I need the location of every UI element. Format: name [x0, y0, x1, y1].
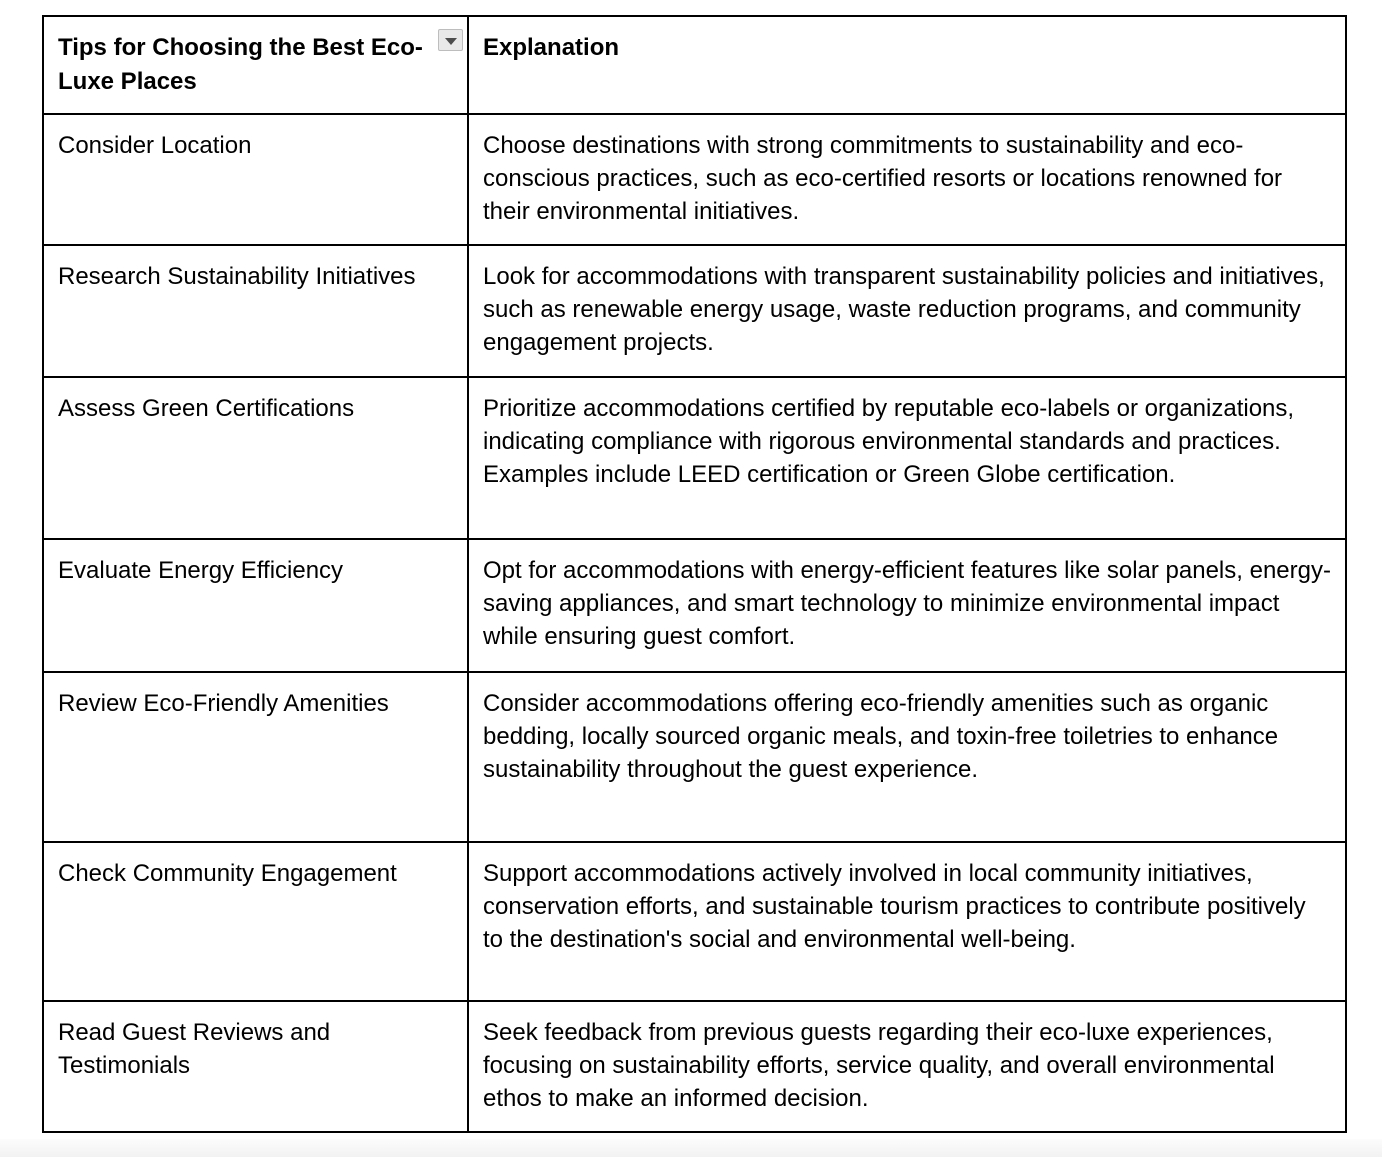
table-row: Evaluate Energy Efficiency Opt for accom…: [42, 538, 1347, 673]
table-row: Consider Location Choose destinations wi…: [42, 113, 1347, 246]
column-filter-dropdown-button[interactable]: [438, 29, 463, 51]
tip-cell: Assess Green Certifications: [42, 376, 469, 540]
explanation-column-header-label: Explanation: [483, 34, 620, 61]
tips-column-header: Tips for Choosing the Best Eco-Luxe Plac…: [42, 15, 469, 115]
explanation-cell: Support accommodations actively involved…: [467, 841, 1347, 1002]
tip-cell: Research Sustainability Initiatives: [42, 244, 469, 378]
eco-luxe-tips-table: Tips for Choosing the Best Eco-Luxe Plac…: [42, 15, 1347, 1133]
explanation-cell: Prioritize accommodations certified by r…: [467, 376, 1347, 540]
tip-cell: Check Community Engagement: [42, 841, 469, 1002]
tip-cell: Read Guest Reviews and Testimonials: [42, 1000, 469, 1133]
explanation-column-header: Explanation: [467, 15, 1347, 115]
table-row: Review Eco-Friendly Amenities Consider a…: [42, 671, 1347, 843]
explanation-cell: Consider accommodations offering eco-fri…: [467, 671, 1347, 843]
explanation-cell: Choose destinations with strong commitme…: [467, 113, 1347, 246]
table-header-row: Tips for Choosing the Best Eco-Luxe Plac…: [42, 15, 1347, 115]
dropdown-arrow-icon: [444, 37, 457, 45]
tip-cell: Evaluate Energy Efficiency: [42, 538, 469, 673]
viewport-bottom-strip: [0, 1139, 1382, 1157]
explanation-cell: Opt for accommodations with energy-effic…: [467, 538, 1347, 673]
tips-column-header-label: Tips for Choosing the Best Eco-Luxe Plac…: [58, 34, 423, 95]
explanation-cell: Look for accommodations with transparent…: [467, 244, 1347, 378]
table-row: Assess Green Certifications Prioritize a…: [42, 376, 1347, 540]
table-row: Research Sustainability Initiatives Look…: [42, 244, 1347, 378]
explanation-cell: Seek feedback from previous guests regar…: [467, 1000, 1347, 1133]
table-row: Check Community Engagement Support accom…: [42, 841, 1347, 1002]
tip-cell: Consider Location: [42, 113, 469, 246]
tip-cell: Review Eco-Friendly Amenities: [42, 671, 469, 843]
table-row: Read Guest Reviews and Testimonials Seek…: [42, 1000, 1347, 1133]
